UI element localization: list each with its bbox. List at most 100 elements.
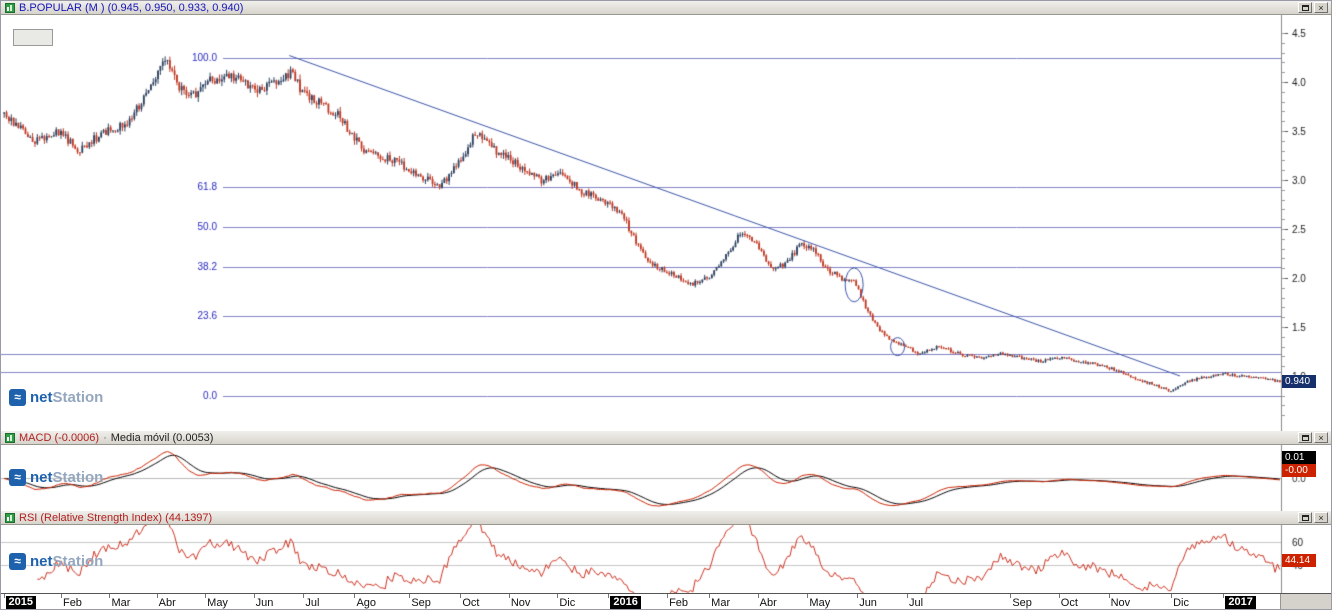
- time-axis-tick: [354, 594, 356, 598]
- macd-panel-close-button[interactable]: ×: [1314, 432, 1328, 443]
- time-axis-month-label: Jun: [255, 597, 274, 609]
- logo-station: Station: [52, 389, 104, 406]
- time-axis-tick: [1108, 594, 1110, 598]
- netstation-logo-icon: ≈: [9, 389, 26, 406]
- rsi-value-badge: 44.14: [1282, 554, 1316, 567]
- price-panel-titlebar[interactable]: B.POPULAR (M ) (0.945, 0.950, 0.933, 0.9…: [1, 1, 1331, 15]
- time-axis-tick: [709, 594, 711, 598]
- chart-icon: [5, 432, 15, 443]
- time-axis-tick: [3, 594, 5, 598]
- netstation-logo-text: netStation: [30, 553, 103, 570]
- rsi-panel: RSI (Relative Strength Index) (44.1397) …: [1, 511, 1331, 593]
- maximize-icon: [1301, 4, 1309, 11]
- logo-net: net: [30, 553, 53, 570]
- time-axis-tick: [205, 594, 207, 598]
- time-axis-month-label: Sep: [1012, 597, 1032, 609]
- time-axis-month-label: Mar: [111, 597, 131, 609]
- time-axis-month-label: Dic: [1173, 597, 1189, 609]
- time-axis-year-label: 2016: [610, 596, 641, 609]
- price-chart-canvas[interactable]: [1, 15, 1331, 431]
- netstation-logo: ≈ netStation: [9, 389, 103, 406]
- chart-icon: [5, 2, 15, 13]
- time-axis-tick: [60, 594, 62, 598]
- price-panel: B.POPULAR (M ) (0.945, 0.950, 0.933, 0.9…: [1, 1, 1331, 431]
- netstation-logo-icon: ≈: [9, 469, 26, 486]
- rsi-panel-titlebar[interactable]: RSI (Relative Strength Index) (44.1397) …: [1, 511, 1331, 525]
- time-axis-tick: [667, 594, 669, 598]
- time-axis-month-label: Jun: [859, 597, 877, 609]
- time-axis-month-label: Ago: [356, 597, 377, 609]
- chart-icon: [5, 512, 15, 523]
- price-panel-title: B.POPULAR (M ) (0.945, 0.950, 0.933, 0.9…: [19, 1, 244, 14]
- time-axis-month-label: Abr: [158, 597, 176, 609]
- rsi-title: RSI (Relative Strength Index) (44.1397): [19, 511, 213, 524]
- time-axis-month-label: Mar: [711, 597, 731, 609]
- time-axis-month-label: Nov: [1110, 597, 1131, 609]
- time-axis-year-label: 2017: [1225, 596, 1256, 609]
- time-axis-month-label: May: [207, 597, 228, 609]
- macd-chart-canvas[interactable]: [1, 445, 1331, 511]
- maximize-icon: [1301, 514, 1309, 521]
- time-axis-month-label: Oct: [462, 597, 480, 609]
- time-axis-tick: [253, 594, 255, 598]
- time-axis: 2015 Feb Mar Abr May Jun Jul Ago Sep Oct Nov Dic 201…: [1, 593, 1331, 609]
- macd-chart-area: ≈ netStation 0.01 -0.00: [1, 445, 1331, 511]
- netstation-logo: ≈ netStation: [9, 553, 103, 570]
- time-axis-month-label: Feb: [669, 597, 689, 609]
- netstation-logo: ≈ netStation: [9, 469, 103, 486]
- time-axis-tick: [1058, 594, 1060, 598]
- macd-panel-titlebar[interactable]: MACD (-0.0006) · Media móvil (0.0053) ×: [1, 431, 1331, 445]
- time-axis-tick: [757, 594, 759, 598]
- time-axis-tick: [1223, 594, 1225, 598]
- time-axis-month-label: Abr: [759, 597, 777, 609]
- time-axis-month-label: Sep: [411, 597, 431, 609]
- time-axis-month-label: Nov: [510, 597, 531, 609]
- rsi-chart-area: ≈ netStation 44.14: [1, 525, 1331, 593]
- time-axis-tick: [1010, 594, 1012, 598]
- price-chart-area: ≈ netStation 0.940: [1, 15, 1331, 431]
- macd-title: MACD (-0.0006): [19, 431, 100, 444]
- time-axis-month-label: Jul: [908, 597, 924, 609]
- maximize-icon: [1301, 434, 1309, 441]
- time-axis-month-label: Oct: [1060, 597, 1078, 609]
- time-axis-tick: [460, 594, 462, 598]
- rsi-panel-maximize-button[interactable]: [1298, 512, 1312, 523]
- macd-signal-value-badge: 0.01: [1282, 451, 1316, 464]
- time-axis-tick: [557, 594, 559, 598]
- time-axis-tick: [156, 594, 158, 598]
- rsi-chart-canvas[interactable]: [1, 525, 1331, 593]
- time-axis-month-label: May: [809, 597, 831, 609]
- netstation-logo-icon: ≈: [9, 553, 26, 570]
- axis-corner: [1280, 594, 1331, 609]
- legend-box[interactable]: [13, 29, 53, 46]
- time-axis-month-label: Feb: [62, 597, 82, 609]
- macd-value-badge: -0.00: [1282, 464, 1316, 477]
- time-axis-tick: [1171, 594, 1173, 598]
- title-separator: ·: [103, 431, 107, 444]
- time-axis-tick: [303, 594, 305, 598]
- time-axis-tick: [906, 594, 908, 598]
- price-panel-maximize-button[interactable]: [1298, 2, 1312, 13]
- time-axis-month-label: Dic: [559, 597, 576, 609]
- netstation-logo-text: netStation: [30, 469, 103, 486]
- time-axis-month-label: Jul: [305, 597, 320, 609]
- time-axis-tick: [807, 594, 809, 598]
- time-axis-tick: [109, 594, 111, 598]
- logo-station: Station: [52, 469, 104, 486]
- macd-panel-maximize-button[interactable]: [1298, 432, 1312, 443]
- price-panel-close-button[interactable]: ×: [1314, 2, 1328, 13]
- time-axis-tick: [857, 594, 859, 598]
- time-axis-tick: [508, 594, 510, 598]
- logo-net: net: [30, 389, 53, 406]
- macd-signal-title: Media móvil (0.0053): [110, 431, 214, 444]
- time-axis-tick: [608, 594, 610, 598]
- last-price-badge: 0.940: [1282, 375, 1316, 388]
- logo-station: Station: [52, 553, 104, 570]
- rsi-panel-close-button[interactable]: ×: [1314, 512, 1328, 523]
- logo-net: net: [30, 469, 53, 486]
- netstation-logo-text: netStation: [30, 389, 103, 406]
- time-axis-tick: [409, 594, 411, 598]
- time-axis-year-label: 2015: [5, 596, 37, 609]
- macd-panel: MACD (-0.0006) · Media móvil (0.0053) × …: [1, 431, 1331, 511]
